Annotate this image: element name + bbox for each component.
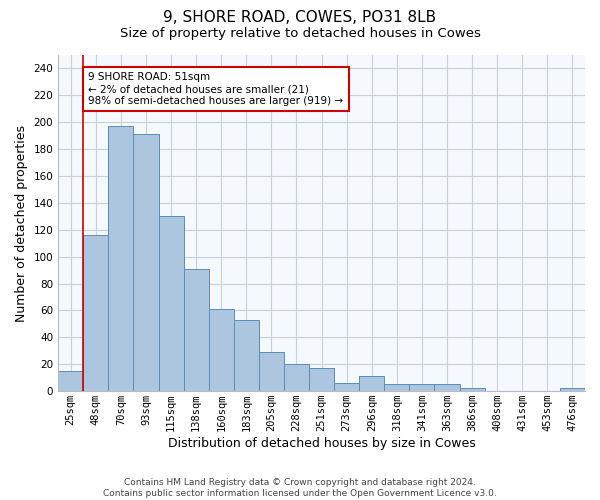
Bar	[334, 383, 359, 391]
Bar	[234, 320, 259, 391]
Bar	[434, 384, 460, 391]
Text: 9, SHORE ROAD, COWES, PO31 8LB: 9, SHORE ROAD, COWES, PO31 8LB	[163, 10, 437, 25]
Bar	[259, 352, 284, 391]
Bar	[560, 388, 585, 391]
Bar	[83, 235, 109, 391]
X-axis label: Distribution of detached houses by size in Cowes: Distribution of detached houses by size …	[168, 437, 475, 450]
Bar	[109, 126, 133, 391]
Text: 9 SHORE ROAD: 51sqm
← 2% of detached houses are smaller (21)
98% of semi-detache: 9 SHORE ROAD: 51sqm ← 2% of detached hou…	[88, 72, 343, 106]
Bar	[133, 134, 158, 391]
Bar	[460, 388, 485, 391]
Bar	[309, 368, 334, 391]
Bar	[284, 364, 309, 391]
Text: Contains HM Land Registry data © Crown copyright and database right 2024.
Contai: Contains HM Land Registry data © Crown c…	[103, 478, 497, 498]
Bar	[359, 376, 385, 391]
Text: Size of property relative to detached houses in Cowes: Size of property relative to detached ho…	[119, 28, 481, 40]
Bar	[184, 269, 209, 391]
Bar	[158, 216, 184, 391]
Y-axis label: Number of detached properties: Number of detached properties	[15, 124, 28, 322]
Bar	[58, 371, 83, 391]
Bar	[209, 309, 234, 391]
Bar	[409, 384, 434, 391]
Bar	[385, 384, 409, 391]
